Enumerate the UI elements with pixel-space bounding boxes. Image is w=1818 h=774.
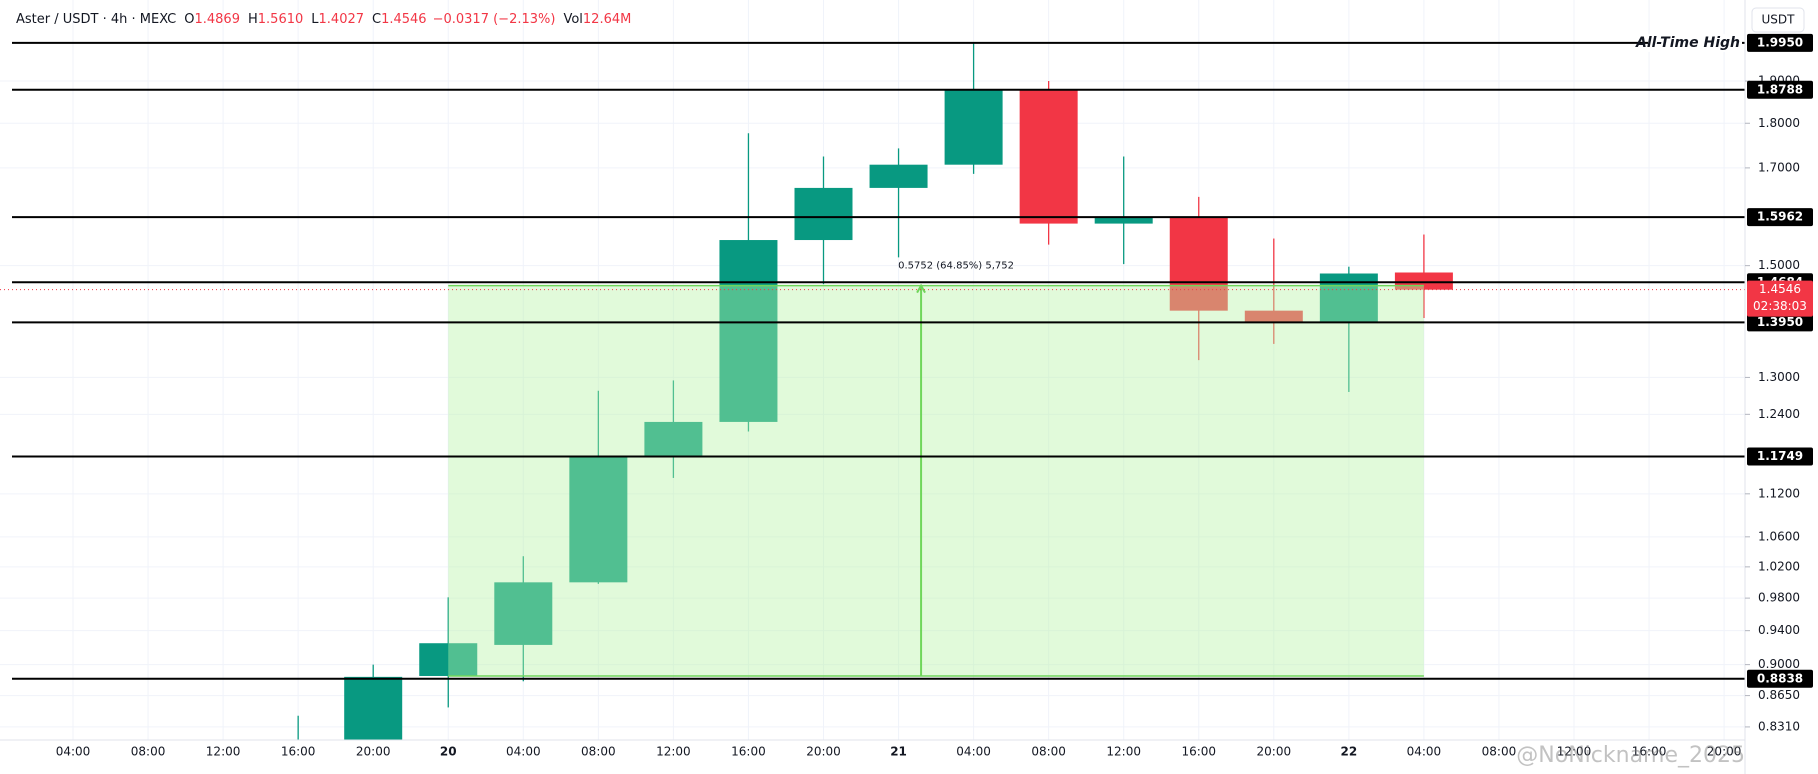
candles xyxy=(297,42,1453,740)
level-price-box xyxy=(1747,447,1813,466)
level-price-box xyxy=(1747,208,1813,227)
candle-body xyxy=(794,187,853,241)
measure-arrow-head xyxy=(916,283,926,294)
x-tick-label: 12:00 xyxy=(1106,745,1141,759)
x-tick-label: 08:00 xyxy=(581,745,616,759)
change: −0.0317 (−2.13%) xyxy=(433,12,556,27)
field-value: 1.4027 xyxy=(319,12,365,27)
symbol: Aster / USDT · 4h · MEXC xyxy=(16,12,176,27)
field-key: L xyxy=(311,12,319,27)
x-tick-label: 12:00 xyxy=(1557,745,1592,759)
candle-body xyxy=(1169,217,1228,311)
field-key: H xyxy=(248,12,258,27)
header: Aster / USDT · 4h · MEXC O1.4869 H1.5610 L1… xyxy=(16,12,631,27)
level-price-box xyxy=(1747,33,1813,52)
level-price-box xyxy=(1747,669,1813,688)
measure-label: 0.5752 (64.85%) 5,752 xyxy=(898,261,1014,272)
x-tick-label: 04:00 xyxy=(506,745,541,759)
x-tick-label: 08:00 xyxy=(1482,745,1517,759)
x-tick-label: 20:00 xyxy=(1257,745,1292,759)
level-price-box xyxy=(1747,313,1813,332)
x-tick-label: 20:00 xyxy=(806,745,841,759)
candle-body xyxy=(344,676,403,740)
countdown: 02:38:03 xyxy=(1753,299,1807,313)
y-tick-label: 1.0200 xyxy=(1758,559,1800,573)
candle-body xyxy=(719,240,778,422)
candle-body xyxy=(1244,310,1303,323)
x-tick-label: 04:00 xyxy=(956,745,991,759)
candle-body xyxy=(1019,89,1078,224)
x-tick-label: 16:00 xyxy=(1632,745,1667,759)
field-key: C xyxy=(372,12,381,27)
field-value: 1.4546 xyxy=(381,12,427,27)
last-price-box xyxy=(1747,280,1813,317)
volume-key: Vol xyxy=(563,12,582,27)
y-tick-label: 0.9800 xyxy=(1758,591,1800,605)
y-tick-label: 1.5000 xyxy=(1758,258,1800,272)
x-tick-label: 08:00 xyxy=(1031,745,1066,759)
x-tick-label: 12:00 xyxy=(206,745,241,759)
y-tick-label: 0.8650 xyxy=(1758,688,1800,702)
candle-body xyxy=(944,89,1003,165)
x-tick-label: 21 xyxy=(890,745,907,759)
x-tick-label: 16:00 xyxy=(731,745,766,759)
axes: 04:00 08:00 12:00 16:00 20:00 20 04:00 08:00 12:… xyxy=(56,33,1813,759)
level-price: 0.8838 xyxy=(1757,671,1803,685)
currency: USDT xyxy=(1762,13,1796,27)
field-value: 1.4869 xyxy=(194,12,240,27)
x-tick-label: 16:00 xyxy=(1181,745,1216,759)
y-tick-label: 0.9000 xyxy=(1758,657,1800,671)
candle-body xyxy=(494,582,553,645)
currency-box[interactable] xyxy=(1751,7,1805,33)
x-tick-label: 20:00 xyxy=(1707,745,1742,759)
candle-body xyxy=(569,456,628,583)
y-tick-label: 1.8000 xyxy=(1758,116,1800,130)
level-price: 1.8788 xyxy=(1757,82,1803,96)
watermark: @NoNickname_2025 xyxy=(1516,743,1745,768)
x-tick-label: 08:00 xyxy=(131,745,166,759)
overlays: 0.5752 (64.85%) 5,752 All-Time High xyxy=(0,33,1745,680)
last-price: 1.4546 xyxy=(1759,282,1801,296)
field-key: O xyxy=(184,12,194,27)
y-tick-label: 0.8310 xyxy=(1758,719,1800,733)
x-tick-label: 16:00 xyxy=(281,745,316,759)
level-note-bg xyxy=(1648,33,1742,52)
y-tick-label: 0.9400 xyxy=(1758,623,1800,637)
volume-value: 12.64M xyxy=(583,12,631,27)
candle-body xyxy=(419,643,478,676)
level-price: 1.5962 xyxy=(1757,210,1803,224)
level-price: 1.3950 xyxy=(1757,315,1803,329)
level-price-box xyxy=(1747,80,1813,99)
measure-area xyxy=(448,285,1424,676)
y-tick-label: 1.2400 xyxy=(1758,407,1800,421)
candle-body xyxy=(1094,217,1153,224)
y-tick-label: 1.3000 xyxy=(1758,370,1800,384)
x-tick-label: 12:00 xyxy=(656,745,691,759)
y-tick-label: 1.7000 xyxy=(1758,160,1800,174)
level-price: 1.1749 xyxy=(1757,449,1803,463)
level-note: All-Time High xyxy=(1635,35,1740,51)
x-tick-label: 22 xyxy=(1340,745,1357,759)
x-tick-label: 20:00 xyxy=(356,745,391,759)
x-tick-label: 04:00 xyxy=(56,745,91,759)
header-line: Aster / USDT · 4h · MEXC O1.4869 H1.5610 L1… xyxy=(16,12,631,27)
x-tick-label: 04:00 xyxy=(1407,745,1442,759)
candle-body xyxy=(869,164,928,188)
y-tick-label: 1.1200 xyxy=(1758,486,1800,500)
candle-body xyxy=(644,421,703,457)
x-tick-label: 20 xyxy=(440,745,457,759)
y-tick-label: 1.0600 xyxy=(1758,529,1800,543)
field-value: 1.5610 xyxy=(258,12,304,27)
level-price: 1.9950 xyxy=(1757,35,1803,49)
